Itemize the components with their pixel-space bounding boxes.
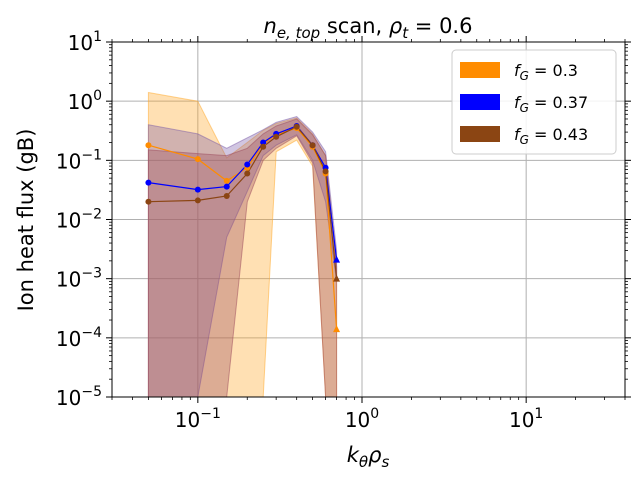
point-series-2 [293, 123, 300, 130]
point-series-2 [223, 192, 230, 199]
y-tick-label-exponent: 1 [93, 29, 102, 45]
y-tick-label-exponent: −5 [81, 384, 102, 400]
y-tick-label: 10−3 [56, 266, 102, 292]
x-tick-label-exponent: 0 [370, 406, 379, 422]
line-series-2 [148, 125, 338, 279]
legend-subscript: G [520, 69, 529, 83]
point-series-0 [145, 142, 152, 149]
y-tick-label: 101 [68, 29, 102, 55]
title-n-subscript: e, top [277, 24, 320, 42]
point-series-2 [309, 142, 316, 149]
point-series-2 [145, 198, 152, 205]
x-tick-label: 101 [509, 406, 543, 432]
y-tick-label-base: 10 [68, 90, 93, 114]
line-series-1 [148, 125, 338, 260]
xlabel-k: k [347, 443, 360, 467]
x-tick-label-exponent: −1 [200, 406, 221, 422]
point-series-0 [223, 177, 230, 184]
y-tick-label-exponent: −1 [81, 147, 102, 163]
x-tick-labels: 10−1 100 101 [175, 406, 544, 432]
x-tick-label-base: 10 [509, 408, 534, 432]
legend-swatch-0 [460, 62, 500, 78]
xlabel-k-subscript: θ [359, 453, 368, 471]
y-tick-label-base: 10 [56, 209, 81, 233]
series-markers [145, 123, 341, 333]
y-tick-label: 10−4 [56, 325, 102, 351]
point-series-2 [273, 133, 280, 140]
y-tick-label: 10−1 [56, 147, 102, 173]
axis-ticks [106, 36, 631, 403]
legend-label-2: fG = 0.43 [514, 125, 588, 147]
legend-f: f [514, 93, 522, 112]
y-tick-label-exponent: 0 [93, 88, 102, 104]
xlabel-rho-subscript: s [381, 453, 389, 471]
point-series-1 [333, 255, 341, 263]
point-series-1 [223, 183, 230, 190]
title-rho-subscript: t [402, 24, 409, 42]
line-series-0 [148, 127, 338, 330]
y-tick-label: 100 [68, 88, 102, 114]
title-n: n [264, 14, 277, 38]
y-tick-label-exponent: −4 [81, 325, 102, 341]
x-axis-label: kθρs [347, 443, 390, 471]
point-series-1 [194, 186, 201, 193]
y-tick-label: 10−2 [56, 207, 102, 233]
y-tick-label-base: 10 [56, 149, 81, 173]
legend-label-1: fG = 0.37 [514, 93, 588, 115]
legend-swatch-2 [460, 126, 500, 142]
point-series-2 [194, 197, 201, 204]
title-value: = 0.6 [408, 14, 472, 38]
legend-f: f [514, 61, 522, 80]
point-series-2 [260, 143, 267, 150]
point-series-2 [322, 168, 329, 175]
legend-value: = 0.43 [529, 125, 588, 144]
y-tick-label-base: 10 [56, 327, 81, 351]
x-tick-label-exponent: 1 [534, 406, 543, 422]
legend-label-0: fG = 0.3 [514, 61, 578, 83]
xlabel-rho: ρ [368, 443, 382, 467]
title-scan: scan, [320, 14, 389, 38]
point-series-2 [244, 170, 251, 177]
y-tick-label: 10−5 [56, 384, 102, 410]
x-tick-label: 10−1 [175, 406, 221, 432]
legend-value: = 0.3 [529, 61, 578, 80]
series-lines [148, 125, 338, 330]
legend-value: = 0.37 [529, 93, 588, 112]
legend-f: f [514, 125, 522, 144]
legend-subscript: G [520, 101, 529, 115]
x-tick-label-base: 10 [175, 408, 200, 432]
point-series-1 [260, 139, 267, 146]
y-axis-label: Ion heat flux (gB) [14, 129, 38, 312]
y-tick-label-exponent: −3 [81, 266, 102, 282]
x-tick-label: 100 [345, 406, 379, 432]
point-series-0 [333, 325, 341, 333]
title-rho: ρ [389, 14, 403, 38]
legend-subscript: G [520, 133, 529, 147]
y-tick-label-base: 10 [56, 386, 81, 410]
y-tick-label-base: 10 [56, 268, 81, 292]
point-series-0 [194, 156, 201, 163]
y-tick-label-exponent: −2 [81, 207, 102, 223]
legend-swatch-1 [460, 94, 500, 110]
x-tick-label-base: 10 [345, 408, 370, 432]
point-series-2 [333, 274, 341, 282]
chart-title: ne, top scan, ρt = 0.6 [264, 14, 473, 42]
point-series-1 [244, 161, 251, 168]
point-series-1 [145, 179, 152, 186]
y-tick-label-base: 10 [68, 31, 93, 55]
